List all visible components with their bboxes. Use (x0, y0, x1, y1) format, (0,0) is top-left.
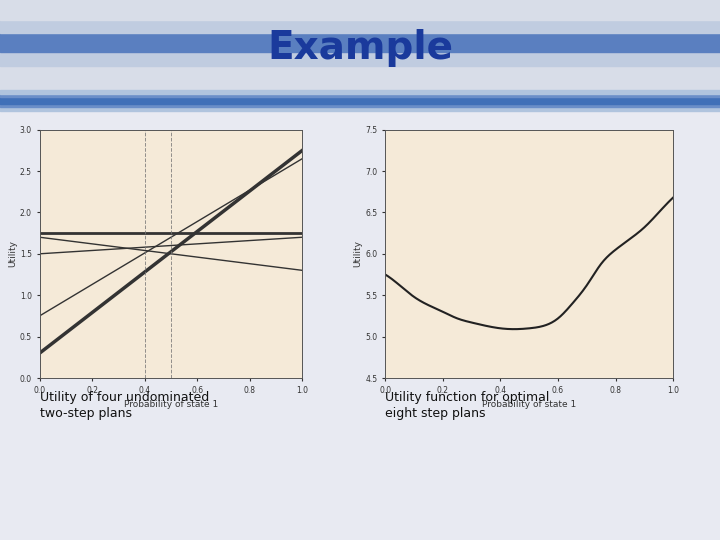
Bar (0, 90, 720, 93)
Text: Utility of four undominated
two-step plans: Utility of four undominated two-step pla… (40, 392, 209, 420)
Bar (0, 107, 720, 111)
Y-axis label: Utility: Utility (8, 240, 17, 267)
Bar (0, 39, 720, 46)
Bar (0, 85, 720, 92)
Y-axis label: Utility: Utility (354, 240, 363, 267)
Bar (0, 52, 720, 59)
Bar (0, 0, 720, 6)
Bar (0, 46, 720, 52)
Bar (0, 97, 720, 100)
Text: Example: Example (267, 29, 453, 67)
Bar (0, 104, 720, 107)
Bar (0, 100, 720, 104)
X-axis label: Probability of state 1: Probability of state 1 (482, 400, 576, 409)
Bar (0, 33, 720, 39)
X-axis label: Probability of state 1: Probability of state 1 (124, 400, 218, 409)
Bar (0, 65, 720, 72)
Bar (0, 6, 720, 13)
Bar (0, 26, 720, 33)
Bar (0, 93, 720, 97)
Bar (0, 79, 720, 85)
Bar (0, 13, 720, 19)
Bar (0, 19, 720, 26)
Bar (0, 59, 720, 65)
Bar (0, 72, 720, 79)
Text: Utility function for optimal
eight step plans: Utility function for optimal eight step … (385, 392, 549, 420)
